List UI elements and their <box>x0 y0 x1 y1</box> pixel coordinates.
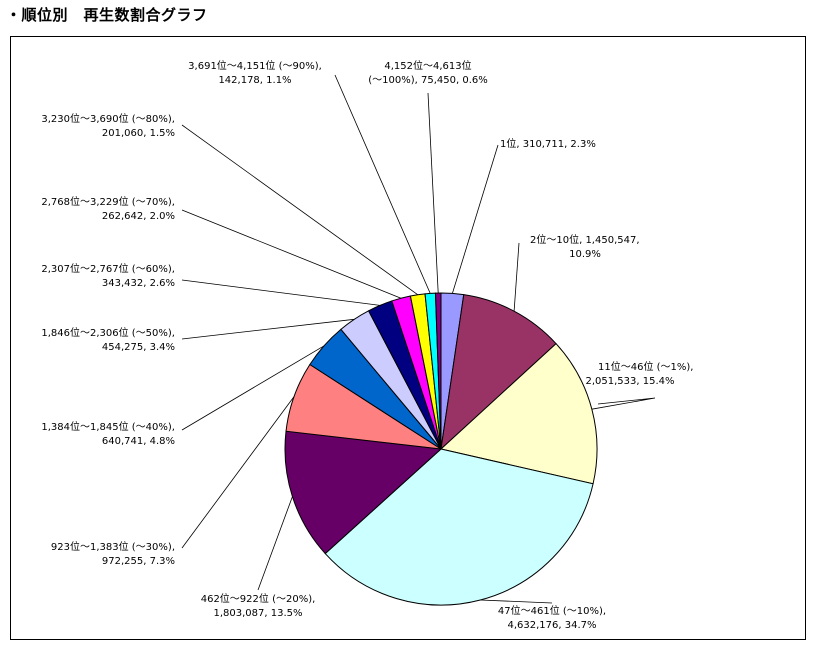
leader-line-1 <box>452 144 499 294</box>
slice-label-1: 1位, 310,711, 2.3% <box>500 137 596 150</box>
slice-label-line1: 1位, 310,711, 2.3% <box>500 137 596 150</box>
slice-label-line2: 640,741, 4.8% <box>102 436 175 447</box>
slice-label-line2: (〜100%), 75,450, 0.6% <box>368 75 488 86</box>
pie-slice-13 <box>434 292 442 450</box>
slice-label-line2: 142,178, 1.1% <box>218 75 291 86</box>
leader-line-3 <box>591 397 656 410</box>
slice-label-line1: 1,846位〜2,306位 (〜50%), <box>41 326 175 339</box>
slice-label-line2: 972,255, 7.3% <box>102 556 175 567</box>
page-title: ・順位別 再生数割合グラフ <box>6 6 208 24</box>
slice-label-line2: 343,432, 2.6% <box>102 278 175 289</box>
slice-label-2: 2位〜10位, 1,450,547, 10.9% <box>530 233 640 260</box>
leader-line-11 <box>181 124 418 296</box>
slice-label-line1: 462位〜922位 (〜20%), <box>201 592 316 605</box>
slice-label-6: 923位〜1,383位 (〜30%), 972,255, 7.3% <box>51 540 175 567</box>
leader-line-5 <box>257 496 293 591</box>
leader-line-9 <box>181 279 381 306</box>
slice-label-line1: 923位〜1,383位 (〜30%), <box>51 540 175 553</box>
slice-label-line2: 2,051,533, 15.4% <box>585 376 674 387</box>
slice-label-5: 462位〜922位 (〜20%), 1,803,087, 13.5% <box>201 592 316 619</box>
leader-lines <box>181 74 656 604</box>
slice-label-line1: 2,307位〜2,767位 (〜60%), <box>41 262 175 275</box>
pie-slices <box>284 292 598 606</box>
slice-label-4: 47位〜461位 (〜10%), 4,632,176, 34.7% <box>498 604 606 631</box>
leader-line-7 <box>181 345 325 431</box>
slice-label-9: 2,307位〜2,767位 (〜60%), 343,432, 2.6% <box>41 262 175 289</box>
slice-label-10: 2,768位〜3,229位 (〜70%), 262,642, 2.0% <box>41 195 175 222</box>
slice-label-3: 11位〜46位 (〜1%), 2,051,533, 15.4% <box>585 360 693 387</box>
slice-label-line1: 2,768位〜3,229位 (〜70%), <box>41 195 175 208</box>
slice-label-line1: 1,384位〜1,845位 (〜40%), <box>41 420 175 433</box>
pie-slice-2 <box>440 294 557 451</box>
leader-line-8 <box>181 318 355 340</box>
slice-label-line1: 3,691位〜4,151位 (〜90%), <box>188 59 322 72</box>
leader-line-4 <box>480 599 553 604</box>
pie-slice-3 <box>439 342 598 485</box>
slice-label-13: 4,152位〜4,613位 (〜100%), 75,450, 0.6% <box>368 59 488 86</box>
leader-line-12 <box>334 74 431 294</box>
pie-slice-5 <box>284 430 443 555</box>
slice-label-7: 1,384位〜1,845位 (〜40%), 640,741, 4.8% <box>41 420 175 447</box>
slice-label-8: 1,846位〜2,306位 (〜50%), 454,275, 3.4% <box>41 326 175 353</box>
slice-label-11: 3,230位〜3,690位 (〜80%), 201,060, 1.5% <box>41 112 175 139</box>
slice-label-line2: 262,642, 2.0% <box>102 211 175 222</box>
slice-label-line1: 2位〜10位, 1,450,547, <box>530 233 640 246</box>
slice-label-line2: 4,632,176, 34.7% <box>507 620 596 631</box>
slice-label-line1: 3,230位〜3,690位 (〜80%), <box>41 112 175 125</box>
slice-label-line1: 4,152位〜4,613位 <box>384 59 471 72</box>
slice-label-line2: 201,060, 1.5% <box>102 128 175 139</box>
leader-line-10 <box>181 209 402 299</box>
slice-labels: 1位, 310,711, 2.3% 2位〜10位, 1,450,547, 10.9%… <box>41 59 693 631</box>
slice-label-line2: 1,803,087, 13.5% <box>213 608 302 619</box>
slice-label-line1: 47位〜461位 (〜10%), <box>498 604 606 617</box>
slice-label-line2: 454,275, 3.4% <box>102 342 175 353</box>
leader-line-6 <box>181 396 295 549</box>
slice-label-line2: 10.9% <box>569 249 601 260</box>
slice-label-line1: 11位〜46位 (〜1%), <box>598 360 693 373</box>
leader-line-2 <box>513 242 520 312</box>
slice-label-12: 3,691位〜4,151位 (〜90%), 142,178, 1.1% <box>188 59 322 86</box>
leader-line-13 <box>427 92 439 294</box>
